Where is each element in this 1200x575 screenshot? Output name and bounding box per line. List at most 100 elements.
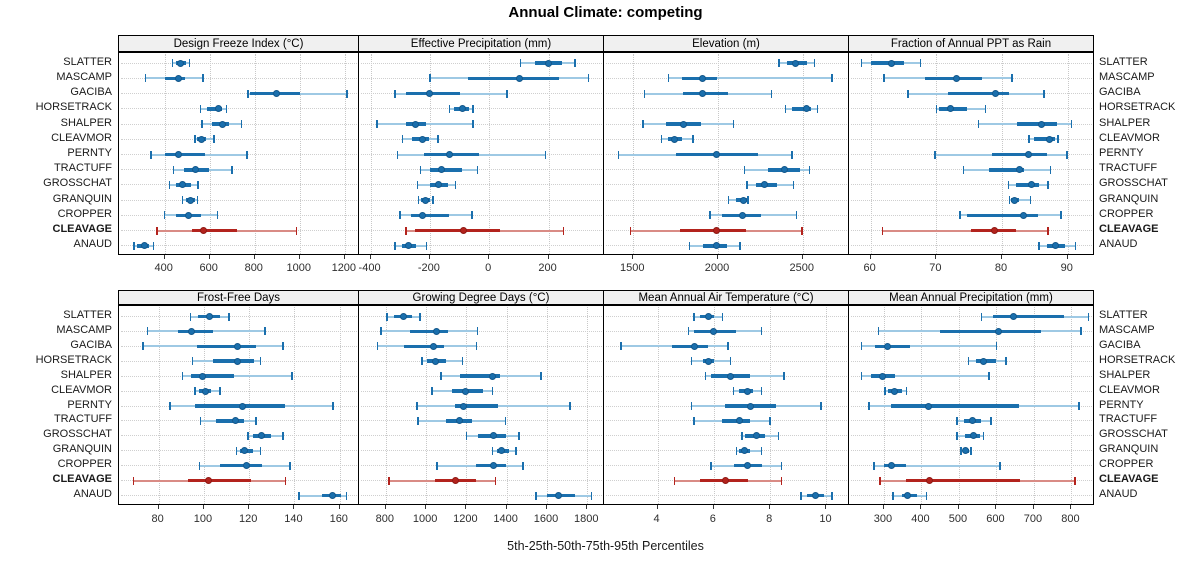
- site-label-right: HORSETRACK: [1099, 353, 1176, 366]
- box-25-75: [905, 478, 1021, 483]
- row-guide: [851, 390, 1092, 392]
- whisker-cap: [704, 372, 707, 381]
- median-dot: [187, 327, 195, 335]
- whisker-cap: [376, 120, 378, 129]
- row-guide: [121, 435, 357, 437]
- whisker-cap: [967, 357, 970, 366]
- whisker-cap: [432, 196, 434, 205]
- axis-tick-label: 1200: [453, 513, 478, 525]
- whisker-cap: [199, 416, 202, 425]
- whisker-cap: [687, 327, 690, 336]
- site-label-right: CROPPER: [1099, 207, 1154, 220]
- site-label-left: MASCAMP: [56, 323, 112, 336]
- box-25-75: [197, 344, 256, 349]
- box-25-75: [1033, 137, 1055, 142]
- box-25-75: [1017, 122, 1058, 126]
- median-dot: [460, 227, 468, 235]
- box-25-75: [940, 329, 1042, 334]
- whisker-cap: [990, 416, 992, 425]
- row-guide: [121, 199, 357, 201]
- whisker-cap: [690, 357, 693, 366]
- axis-tick-label: 500: [948, 513, 968, 525]
- row-guide: [606, 108, 847, 110]
- whisker-cap: [194, 387, 196, 396]
- whisker-cap: [491, 446, 494, 455]
- axis-tick-label: 6: [709, 513, 716, 525]
- axis-tick-label: 200: [538, 262, 557, 274]
- median-dot: [405, 242, 413, 250]
- whisker-cap: [643, 89, 646, 98]
- whisker-cap: [820, 402, 822, 410]
- site-label-right: TRACTUFF: [1099, 162, 1158, 175]
- row-guide: [851, 138, 1092, 140]
- median-dot: [459, 402, 467, 410]
- row-guide: [606, 450, 847, 452]
- box-25-75: [216, 419, 244, 423]
- whisker-cap: [201, 120, 203, 129]
- median-dot: [925, 402, 933, 410]
- whisker-cap: [199, 104, 202, 113]
- whisker-cap: [504, 416, 507, 425]
- median-dot: [884, 342, 892, 350]
- panel-title: Mean Annual Air Temperature (°C): [638, 291, 814, 304]
- site-label-right: ANAUD: [1099, 238, 1138, 251]
- box-25-75: [870, 61, 905, 66]
- whisker-cap: [235, 446, 238, 455]
- median-dot: [991, 227, 999, 235]
- panel-title: Effective Precipitation (mm): [410, 37, 552, 50]
- whisker-cap: [935, 104, 938, 113]
- row-guide: [361, 169, 602, 171]
- panel-header-design-freeze-index-c: Design Freeze Index (°C): [118, 35, 359, 52]
- whisker-cap: [476, 327, 479, 336]
- axis-tick-label: 140: [284, 513, 303, 525]
- whisker-cap: [196, 196, 199, 205]
- whisker-cap: [590, 491, 593, 500]
- whisker-cap: [860, 372, 863, 381]
- whisker-cap: [240, 120, 242, 129]
- median-dot: [727, 372, 735, 380]
- axis-tick-label: 800: [244, 262, 263, 274]
- whisker-cap: [777, 431, 780, 440]
- median-dot: [1011, 196, 1019, 204]
- whisker-cap: [295, 226, 298, 235]
- median-dot: [746, 402, 754, 410]
- median-dot: [710, 327, 718, 335]
- box-25-75: [403, 344, 445, 349]
- whisker-cap: [376, 342, 379, 351]
- whisker-cap: [264, 327, 266, 336]
- whisker-cap: [760, 446, 763, 455]
- median-dot: [232, 417, 240, 425]
- median-dot: [904, 492, 912, 499]
- whisker-cap: [259, 446, 262, 455]
- axis-tick: [338, 505, 340, 509]
- whisker-cap: [562, 226, 565, 235]
- median-dot: [490, 462, 498, 470]
- whisker-5-95: [182, 375, 293, 378]
- panel-body-design-freeze-index-c: [118, 52, 359, 255]
- whisker-cap: [746, 180, 748, 189]
- median-dot: [680, 120, 688, 128]
- row-guide: [361, 184, 602, 186]
- whisker-cap: [388, 476, 390, 485]
- site-label-left: CROPPER: [57, 207, 112, 220]
- whisker-cap: [727, 196, 730, 205]
- axis-tick: [248, 505, 250, 509]
- median-dot: [234, 357, 242, 365]
- whisker-cap: [831, 491, 833, 500]
- whisker-cap: [739, 241, 741, 250]
- row-guide: [361, 345, 602, 347]
- row-guide: [121, 495, 357, 496]
- median-dot: [947, 105, 955, 113]
- median-dot: [431, 357, 439, 365]
- row-guide: [121, 169, 357, 171]
- site-label-left: GROSSCHAT: [43, 177, 112, 190]
- site-label-right: CROPPER: [1099, 458, 1154, 471]
- box-25-75: [460, 374, 500, 378]
- row-guide: [606, 390, 847, 392]
- whisker-cap: [156, 226, 158, 235]
- whisker-cap: [962, 165, 965, 174]
- site-label-right: SLATTER: [1099, 55, 1148, 68]
- median-dot: [197, 135, 205, 143]
- axis-tick: [869, 255, 871, 259]
